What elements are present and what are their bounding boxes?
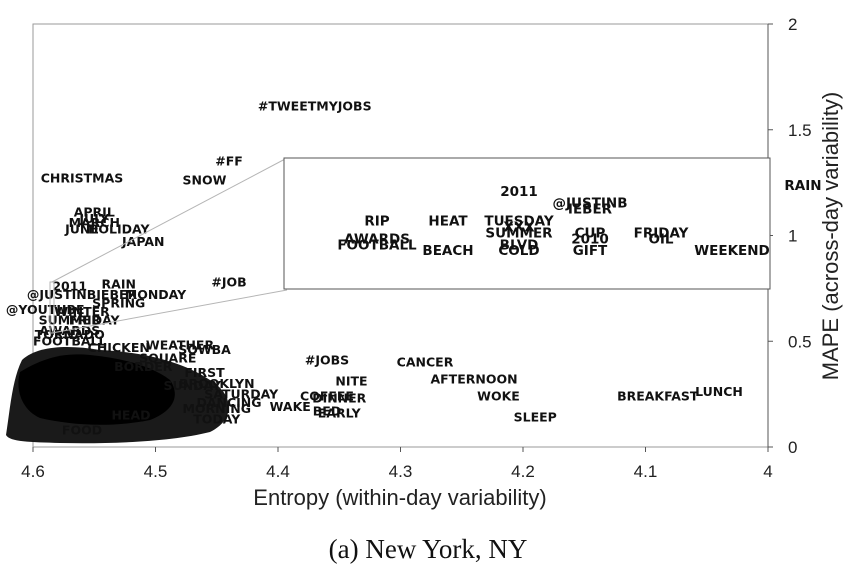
point-label: SLEEP [514, 410, 557, 425]
inset-point-label: CUP [575, 225, 606, 241]
point-label: #FF [215, 154, 243, 169]
x-tick-label: 4.4 [266, 462, 290, 481]
x-tick-label: 4.6 [21, 462, 45, 481]
inset-point-label: WEEKEND [694, 243, 770, 259]
point-label: FOOD [62, 422, 102, 437]
inset-point-label: BLVD [500, 237, 539, 253]
point-label: TORNADO [35, 327, 105, 342]
x-tick-label: 4.2 [511, 462, 535, 481]
inset-point-label: RAIN [784, 178, 821, 194]
y-axis-ticks: 0 0.5 1 1.5 2 [768, 15, 812, 457]
inset-point-label: GIFT [573, 243, 608, 259]
point-label: CHRISTMAS [41, 171, 124, 186]
point-label: BORDER [114, 359, 173, 374]
point-label: FRIDAY [69, 312, 121, 327]
point-label: SUNDAY [163, 378, 221, 393]
inset-point-label: BEACH [422, 243, 473, 259]
point-label: JUNE [64, 221, 99, 236]
x-tick-label: 4 [763, 462, 772, 481]
inset-point-label: 2010 [571, 231, 609, 247]
zoom-connector-top [51, 157, 288, 283]
point-label: SNOW [183, 173, 227, 188]
inset-point-label: @JUSTINB [552, 196, 627, 212]
point-label: TODAY [193, 412, 241, 427]
point-label: #TWEETMYJOBS [258, 99, 372, 114]
point-label: LUNCH [695, 384, 743, 399]
figure-caption: (a) New York, NY [329, 534, 528, 564]
dense-word-cluster [6, 347, 229, 444]
point-label: #JOBS [305, 353, 349, 368]
inset-box [283, 157, 771, 290]
point-label: APRIL [74, 204, 115, 219]
point-label: SQUARE [139, 350, 196, 365]
point-label: #JOB [211, 274, 246, 289]
point-label: BROOKLYN [179, 376, 255, 391]
point-label: EARLY [318, 405, 362, 420]
inset-point-label: RIP [364, 214, 389, 230]
inset-points: 2011 RAIN @JUSTINBIEBER RIP HEAT TUESDAYXXXSU… [337, 178, 821, 259]
inset-point-label: FOOTBALL [337, 237, 417, 253]
point-label: AFTERNOON [430, 372, 517, 387]
inset-point-label: OIL [648, 231, 673, 247]
point-label: DANCING [196, 395, 261, 410]
inset-point-label: 2011 [500, 184, 538, 200]
point-label: RAIN [102, 276, 136, 291]
inset-point-label: XXX [503, 219, 535, 235]
data-points: #TWEETMYJOBS #FF CHRISTMAS SNOW APRILJULYMAR… [6, 99, 743, 438]
point-label: SOWBA [178, 342, 231, 357]
inset-point-label: IEBER [568, 202, 613, 218]
y-tick-label: 0 [788, 438, 797, 457]
point-label: WINTER [54, 304, 110, 319]
point-label: WEATHER [146, 338, 215, 353]
cluster-core [18, 354, 175, 425]
y-tick-label: 0.5 [788, 332, 812, 351]
point-label: HOLIDAY [88, 221, 151, 236]
point-label: JULY [78, 211, 110, 226]
x-axis-ticks: 4.6 4.5 4.4 4.3 4.2 4.1 4 [21, 447, 773, 481]
point-label: FIRST [184, 365, 225, 380]
point-label: 2011 [52, 278, 87, 293]
point-label: JAPAN [121, 234, 164, 249]
inset-point-label: FRIDAY [634, 225, 689, 241]
y-tick-label: 2 [788, 15, 797, 34]
point-label: BED [313, 403, 341, 418]
y-tick-label: 1 [788, 227, 797, 246]
y-axis-label: MAPE (across-day variability) [818, 92, 843, 381]
zoom-connector-bottom [51, 289, 288, 334]
inset-point-label: AWARDS [344, 231, 410, 247]
point-label: @YOUTUBE [6, 302, 85, 317]
point-label: NITE [335, 374, 367, 389]
point-label: COFFEE [300, 388, 354, 403]
point-label: MONDAY [125, 287, 187, 302]
point-label: FOOTBALL [33, 333, 106, 348]
point-label: HEAD [111, 408, 150, 423]
x-axis-label: Entropy (within-day variability) [253, 485, 546, 510]
inset-point-label: COLD [498, 243, 539, 259]
x-tick-label: 4.5 [144, 462, 168, 481]
point-label: CHICKEN [88, 340, 150, 355]
inset-point-label: HEAT [428, 214, 468, 230]
inset-point-label: TUESDAY [484, 214, 553, 230]
point-label: SPRING [92, 295, 145, 310]
x-tick-label: 4.1 [634, 462, 658, 481]
x-tick-label: 4.3 [389, 462, 413, 481]
y-tick-label: 1.5 [788, 121, 812, 140]
point-label: SATURDAY [204, 386, 279, 401]
point-label: CANCER [397, 355, 454, 370]
point-label: WOKE [477, 388, 520, 403]
point-label: @JUSTINBIEBER [27, 287, 138, 302]
point-label: DINNER [312, 391, 366, 406]
point-label: WAKE [270, 399, 311, 414]
point-label: BREAKFAST [617, 388, 699, 403]
zoom-source-box [49, 281, 55, 334]
point-label: MARCH [69, 215, 120, 230]
point-label: MORNING [182, 401, 251, 416]
inset-point-label: SUMMER [485, 225, 553, 241]
